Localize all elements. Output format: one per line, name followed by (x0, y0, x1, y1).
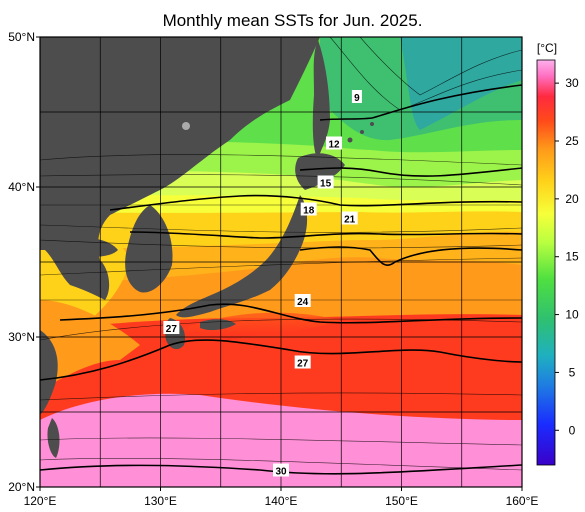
hokkaido (295, 153, 345, 190)
colorbar-tick-label: 30 (565, 76, 579, 90)
lat-tick-label: 20°N (8, 480, 35, 494)
taiwan (47, 418, 60, 458)
contour-label-bg (326, 136, 343, 150)
contour-label: 27 (297, 359, 309, 370)
lon-tick-label: 140°E (265, 494, 298, 508)
map-title: Monthly mean SSTs for Jun. 2025. (162, 11, 423, 30)
contour-label-bg (300, 202, 317, 216)
lat-tick-label: 50°N (8, 30, 35, 44)
contour-label: 15 (320, 179, 332, 190)
contour-label: 18 (303, 206, 315, 217)
colorbar-tick-label: 20 (565, 192, 579, 206)
colorbar-tick-label: 25 (565, 134, 579, 148)
contour-label-bg (294, 294, 311, 307)
contour-label-bg (294, 355, 311, 369)
contour-labels: 9 12 15 18 21 24 27 27 30 (163, 90, 362, 478)
lat-tick-label: 30°N (8, 330, 35, 344)
colorbar-tick-label: 5 (569, 365, 576, 379)
contour-label: 9 (354, 93, 360, 104)
map-grid (40, 37, 522, 487)
lon-tick-label: 120°E (24, 494, 57, 508)
lon-tick-label: 160°E (506, 494, 539, 508)
contour-label-bg (273, 463, 289, 477)
contour-label: 24 (297, 297, 309, 308)
colorbar-unit: [°C] (537, 41, 557, 55)
latitude-axis: 50°N 40°N 30°N 20°N (8, 30, 40, 494)
contour-label-bg (163, 321, 180, 334)
asian-continent (40, 37, 320, 300)
colorbar-ticks: 0 5 10 15 20 25 30 (555, 76, 579, 437)
longitude-axis: 120°E 130°E 140°E 150°E 160°E (24, 487, 539, 508)
contour-label-bg (317, 175, 334, 189)
colorbar-tick-label: 15 (565, 250, 579, 264)
lon-tick-label: 130°E (144, 494, 177, 508)
contour-label: 27 (166, 324, 178, 335)
colorbar: [°C] 0 5 10 15 20 25 30 (536, 41, 579, 466)
lat-tick-label: 40°N (8, 180, 35, 194)
sakhalin (312, 40, 330, 160)
colorbar-tick-label: 0 (569, 423, 576, 437)
contour-label: 12 (328, 140, 340, 151)
contour-label-bg (341, 211, 358, 225)
contour-label-bg (351, 90, 362, 103)
contour-label: 21 (344, 215, 356, 226)
colorbar-scale (536, 59, 556, 466)
colorbar-tick-label: 10 (565, 308, 579, 322)
contour-label: 30 (275, 467, 287, 478)
lon-tick-label: 150°E (385, 494, 418, 508)
